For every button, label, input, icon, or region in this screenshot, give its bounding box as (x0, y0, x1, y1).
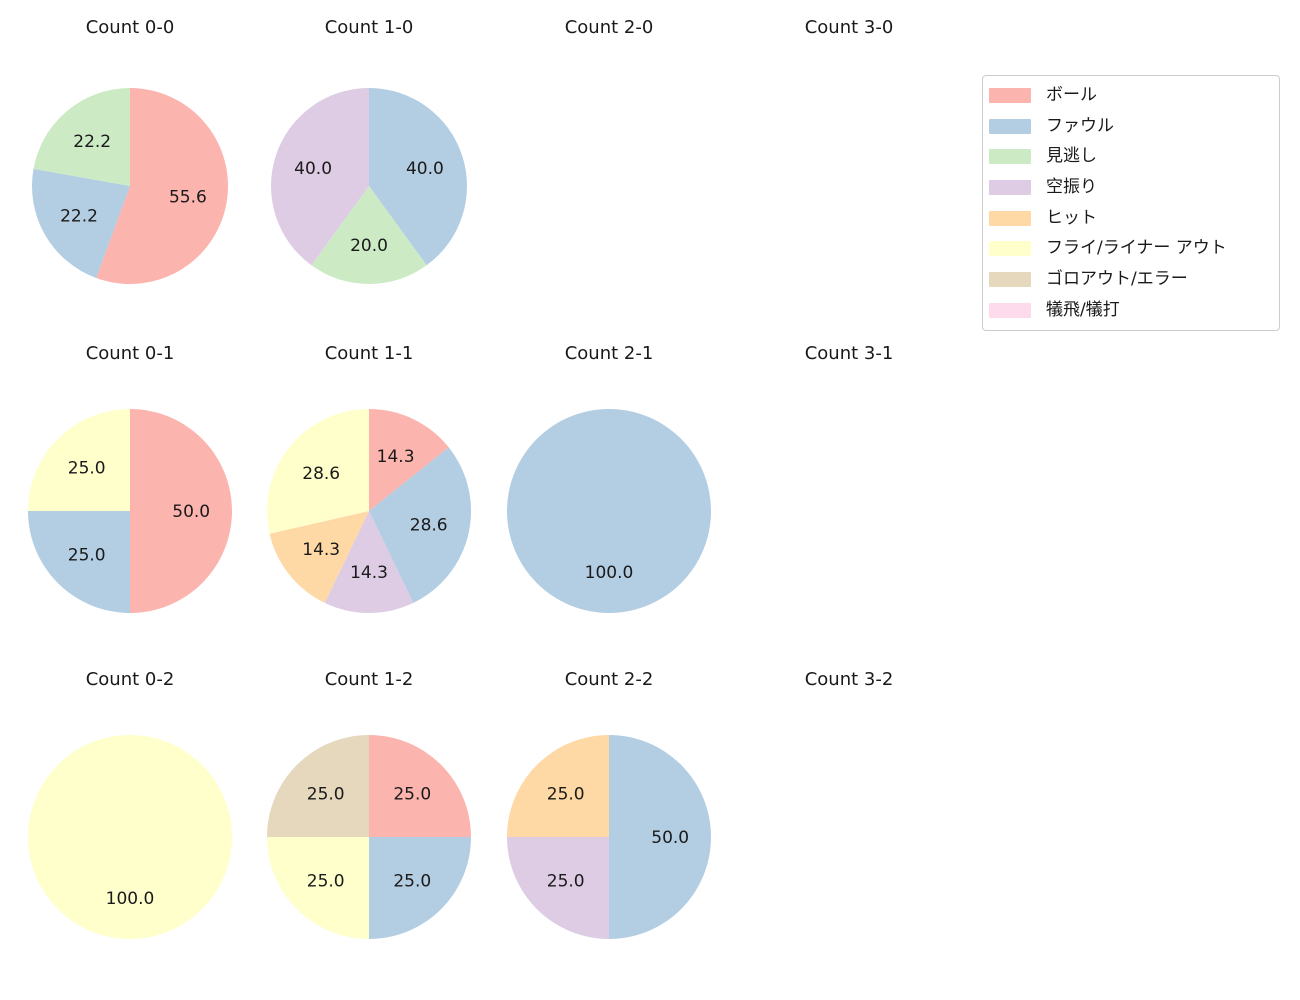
legend: ボールファウル見逃し空振りヒットフライ/ライナー アウト ゴロアウト/エラー 犠飛/… (982, 75, 1280, 331)
legend-swatch-hit (989, 210, 1031, 226)
legend-item-ball: ボール (989, 80, 1269, 111)
pie-slice-called-strike (311, 186, 427, 284)
legend-label-swinging-strike: 空振り (1046, 176, 1097, 197)
chart-title-count-0-0: Count 0-0 (85, 17, 175, 38)
pct-label-swinging-strike: 14.3 (350, 563, 388, 583)
legend-item-groundout-error: ゴロアウト/エラー (989, 264, 1269, 295)
pie-slice-hit (507, 735, 609, 837)
pie-count-1-2: 25.0 25.0 25.0 25.0 (267, 735, 471, 939)
pie-slice-foul (369, 88, 467, 266)
chart-title-count-3-1: Count 3-1 (804, 343, 894, 364)
legend-label-hit: ヒット (1046, 207, 1097, 228)
legend-swatch-sacrifice (989, 302, 1031, 318)
pie-slice-fly-liner-out (267, 837, 369, 939)
legend-item-fly-liner-out: フライ/ライナー アウト (989, 233, 1269, 264)
pct-label-ball: 50.0 (172, 502, 210, 522)
pie-slice-foul (369, 837, 471, 939)
pie-slice-foul (507, 409, 711, 613)
pie-count-1-1: 14.3 28.6 14.3 14.3 28.6 (267, 409, 472, 614)
pie-slice-foul (31, 168, 131, 278)
chart-title-count-2-1: Count 2-1 (564, 343, 654, 364)
pct-label-foul: 40.0 (406, 159, 444, 179)
chart-title-count-2-2: Count 2-2 (564, 669, 654, 690)
pie-slice-swinging-strike (324, 511, 414, 614)
pct-label-foul: 100.0 (585, 563, 634, 583)
pie-slice-groundout-error (267, 735, 369, 837)
legend-label-called-strike: 見逃し (1046, 146, 1097, 167)
pie-slice-ball (369, 735, 471, 837)
legend-label-sacrifice: 犠飛/犠打 (1046, 299, 1120, 320)
chart-title-count-3-0: Count 3-0 (804, 17, 894, 38)
pie-count-2-1: 100.0 (507, 409, 711, 613)
pie-slice-foul (28, 511, 130, 613)
legend-swatch-swinging-strike (989, 179, 1031, 195)
legend-label-foul: ファウル (1046, 115, 1114, 136)
pie-slice-foul (369, 447, 472, 603)
legend-label-groundout-error: ゴロアウト/エラー (1046, 268, 1188, 289)
pie-slice-ball (130, 409, 232, 613)
chart-title-count-0-1: Count 0-1 (85, 343, 175, 364)
legend-item-called-strike: 見逃し (989, 141, 1269, 172)
pct-label-fly-liner-out: 25.0 (68, 459, 106, 479)
pie-slice-fly-liner-out (28, 735, 232, 939)
legend-swatch-foul (989, 118, 1031, 134)
pct-label-swinging-strike: 25.0 (547, 871, 585, 891)
pie-count-3-1 (744, 406, 954, 616)
pct-label-hit: 14.3 (302, 540, 340, 560)
pct-label-ball: 14.3 (377, 447, 415, 467)
chart-title-count-1-2: Count 1-2 (324, 669, 414, 690)
chart-title-count-2-0: Count 2-0 (564, 17, 654, 38)
pct-label-fly-liner-out: 100.0 (106, 889, 155, 909)
chart-title-count-1-0: Count 1-0 (324, 17, 414, 38)
legend-item-swinging-strike: 空振り (989, 172, 1269, 203)
pie-count-3-2 (744, 732, 954, 942)
pie-count-0-0: 55.6 22.2 22.2 (31, 88, 228, 284)
pie-slice-hit (269, 511, 369, 603)
pct-label-ball: 25.0 (393, 785, 431, 805)
pie-slice-ball (96, 88, 228, 284)
chart-title-count-3-2: Count 3-2 (804, 669, 894, 690)
pie-count-2-2: 50.0 25.0 25.0 (507, 735, 711, 939)
legend-label-ball: ボール (1046, 84, 1097, 105)
pct-label-foul: 28.6 (410, 516, 448, 536)
pct-label-ball: 55.6 (169, 187, 207, 207)
legend-swatch-ball (989, 87, 1031, 103)
pie-slice-ball (369, 409, 449, 511)
pie-slice-foul (609, 735, 711, 939)
legend-swatch-called-strike (989, 149, 1031, 165)
pct-label-groundout-error: 25.0 (307, 785, 345, 805)
pie-count-1-0: 40.0 20.0 40.0 (271, 88, 467, 284)
pct-label-fly-liner-out: 28.6 (302, 464, 340, 484)
pie-slice-fly-liner-out (267, 409, 369, 534)
pct-label-foul: 25.0 (393, 871, 431, 891)
legend-item-hit: ヒット (989, 203, 1269, 234)
pct-label-fly-liner-out: 25.0 (307, 871, 345, 891)
pie-slice-called-strike (33, 88, 130, 186)
legend-item-foul: ファウル (989, 111, 1269, 142)
pie-slice-swinging-strike (271, 88, 369, 266)
legend-label-fly-liner-out: フライ/ライナー アウト (1046, 238, 1227, 259)
legend-swatch-groundout-error (989, 271, 1031, 287)
pct-label-foul: 50.0 (651, 828, 689, 848)
pct-label-foul: 22.2 (60, 206, 98, 226)
pct-label-called-strike: 22.2 (73, 132, 111, 152)
legend-item-sacrifice: 犠飛/犠打 (989, 295, 1269, 326)
pie-count-3-0 (744, 81, 954, 291)
pct-label-foul: 25.0 (68, 545, 106, 565)
chart-title-count-1-1: Count 1-1 (324, 343, 414, 364)
chart-title-count-0-2: Count 0-2 (85, 669, 175, 690)
pie-count-0-2: 100.0 (28, 735, 232, 939)
pie-slice-swinging-strike (507, 837, 609, 939)
pct-label-swinging-strike: 40.0 (294, 159, 332, 179)
pie-count-0-1: 50.0 25.0 25.0 (28, 409, 232, 613)
pie-slice-fly-liner-out (28, 409, 130, 511)
legend-swatch-fly-liner-out (989, 241, 1031, 257)
pct-label-hit: 25.0 (547, 785, 585, 805)
pie-count-2-0 (504, 81, 714, 291)
pct-label-called-strike: 20.0 (350, 236, 388, 256)
